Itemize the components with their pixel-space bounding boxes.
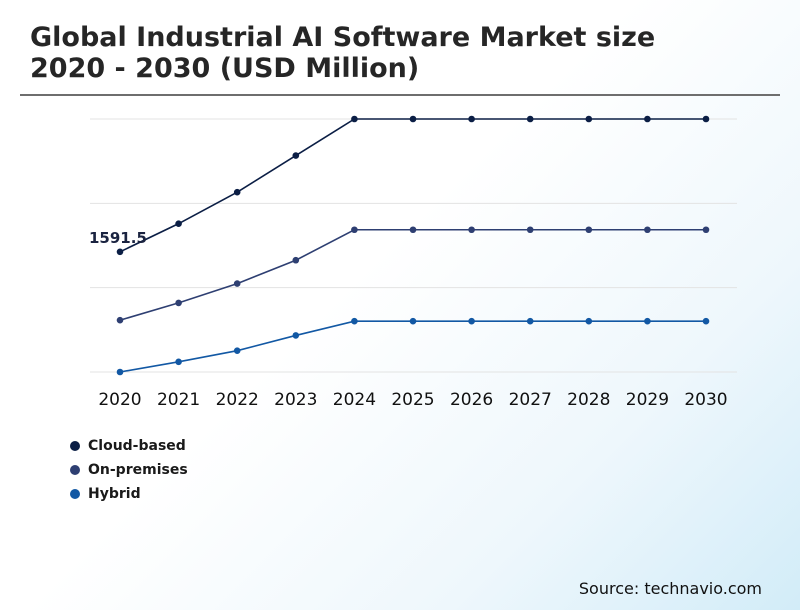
data-point-on-premises bbox=[116, 316, 124, 324]
data-point-cloud-based bbox=[585, 115, 593, 123]
x-tick-label: 2029 bbox=[626, 390, 669, 410]
data-point-on-premises bbox=[644, 226, 651, 234]
legend-item-hybrid: Hybrid bbox=[70, 482, 188, 506]
data-point-on-premises bbox=[351, 226, 358, 234]
data-point-on-premises bbox=[292, 256, 300, 264]
data-point-hybrid bbox=[644, 317, 651, 325]
data-point-hybrid bbox=[585, 317, 593, 325]
legend-item-on-premises: On-premises bbox=[70, 458, 188, 482]
data-point-hybrid bbox=[468, 317, 475, 325]
data-point-hybrid bbox=[409, 317, 417, 325]
chart-legend: Cloud-based On-premises Hybrid bbox=[70, 434, 188, 506]
x-tick-label: 2023 bbox=[274, 390, 317, 410]
data-point-cloud-based bbox=[702, 115, 710, 123]
data-point-hybrid bbox=[292, 332, 300, 339]
data-point-on-premises bbox=[702, 226, 710, 234]
data-point-hybrid bbox=[526, 317, 534, 325]
data-point-cloud-based bbox=[292, 152, 300, 159]
data-point-on-premises bbox=[409, 226, 417, 234]
legend-label-cloud-based: Cloud-based bbox=[88, 438, 186, 454]
legend-label-hybrid: Hybrid bbox=[88, 486, 141, 502]
data-point-cloud-based bbox=[175, 220, 182, 227]
x-tick-label: 2020 bbox=[98, 390, 141, 410]
data-point-on-premises bbox=[585, 226, 593, 234]
series-line-on-premises bbox=[119, 228, 706, 321]
legend-marker-hybrid bbox=[70, 489, 80, 499]
data-point-cloud-based bbox=[526, 115, 534, 123]
source-credit: Source: technavio.com bbox=[578, 579, 762, 598]
data-point-cloud-based bbox=[233, 188, 241, 196]
x-tick-label: 2021 bbox=[157, 390, 200, 410]
data-point-cloud-based bbox=[351, 115, 358, 123]
data-point-hybrid bbox=[233, 347, 241, 354]
data-point-hybrid bbox=[175, 358, 182, 366]
data-point-hybrid bbox=[116, 368, 124, 376]
data-point-on-premises bbox=[233, 280, 241, 287]
data-point-on-premises bbox=[468, 226, 475, 234]
data-point-hybrid bbox=[351, 317, 358, 325]
data-point-on-premises bbox=[175, 299, 182, 307]
legend-marker-on-premises bbox=[70, 465, 80, 475]
legend-label-on-premises: On-premises bbox=[88, 462, 188, 478]
x-tick-label: 2030 bbox=[684, 390, 727, 410]
data-label: 1591.5 bbox=[89, 229, 147, 247]
x-tick-label: 2028 bbox=[567, 390, 610, 410]
data-point-cloud-based bbox=[644, 115, 651, 123]
legend-marker-cloud-based bbox=[70, 441, 80, 451]
data-point-hybrid bbox=[702, 317, 710, 325]
x-tick-label: 2027 bbox=[509, 390, 552, 410]
series-line-hybrid bbox=[119, 320, 706, 373]
x-tick-label: 2022 bbox=[216, 390, 259, 410]
x-tick-label: 2026 bbox=[450, 390, 493, 410]
x-tick-label: 2025 bbox=[391, 390, 434, 410]
legend-item-cloud-based: Cloud-based bbox=[70, 434, 188, 458]
x-tick-label: 2024 bbox=[333, 390, 376, 410]
data-point-on-premises bbox=[526, 226, 534, 234]
chart-title: Global Industrial AI Software Market siz… bbox=[30, 22, 656, 84]
data-point-cloud-based bbox=[116, 248, 124, 256]
data-point-cloud-based bbox=[468, 115, 475, 123]
data-point-cloud-based bbox=[409, 115, 417, 123]
title-divider bbox=[20, 94, 780, 96]
